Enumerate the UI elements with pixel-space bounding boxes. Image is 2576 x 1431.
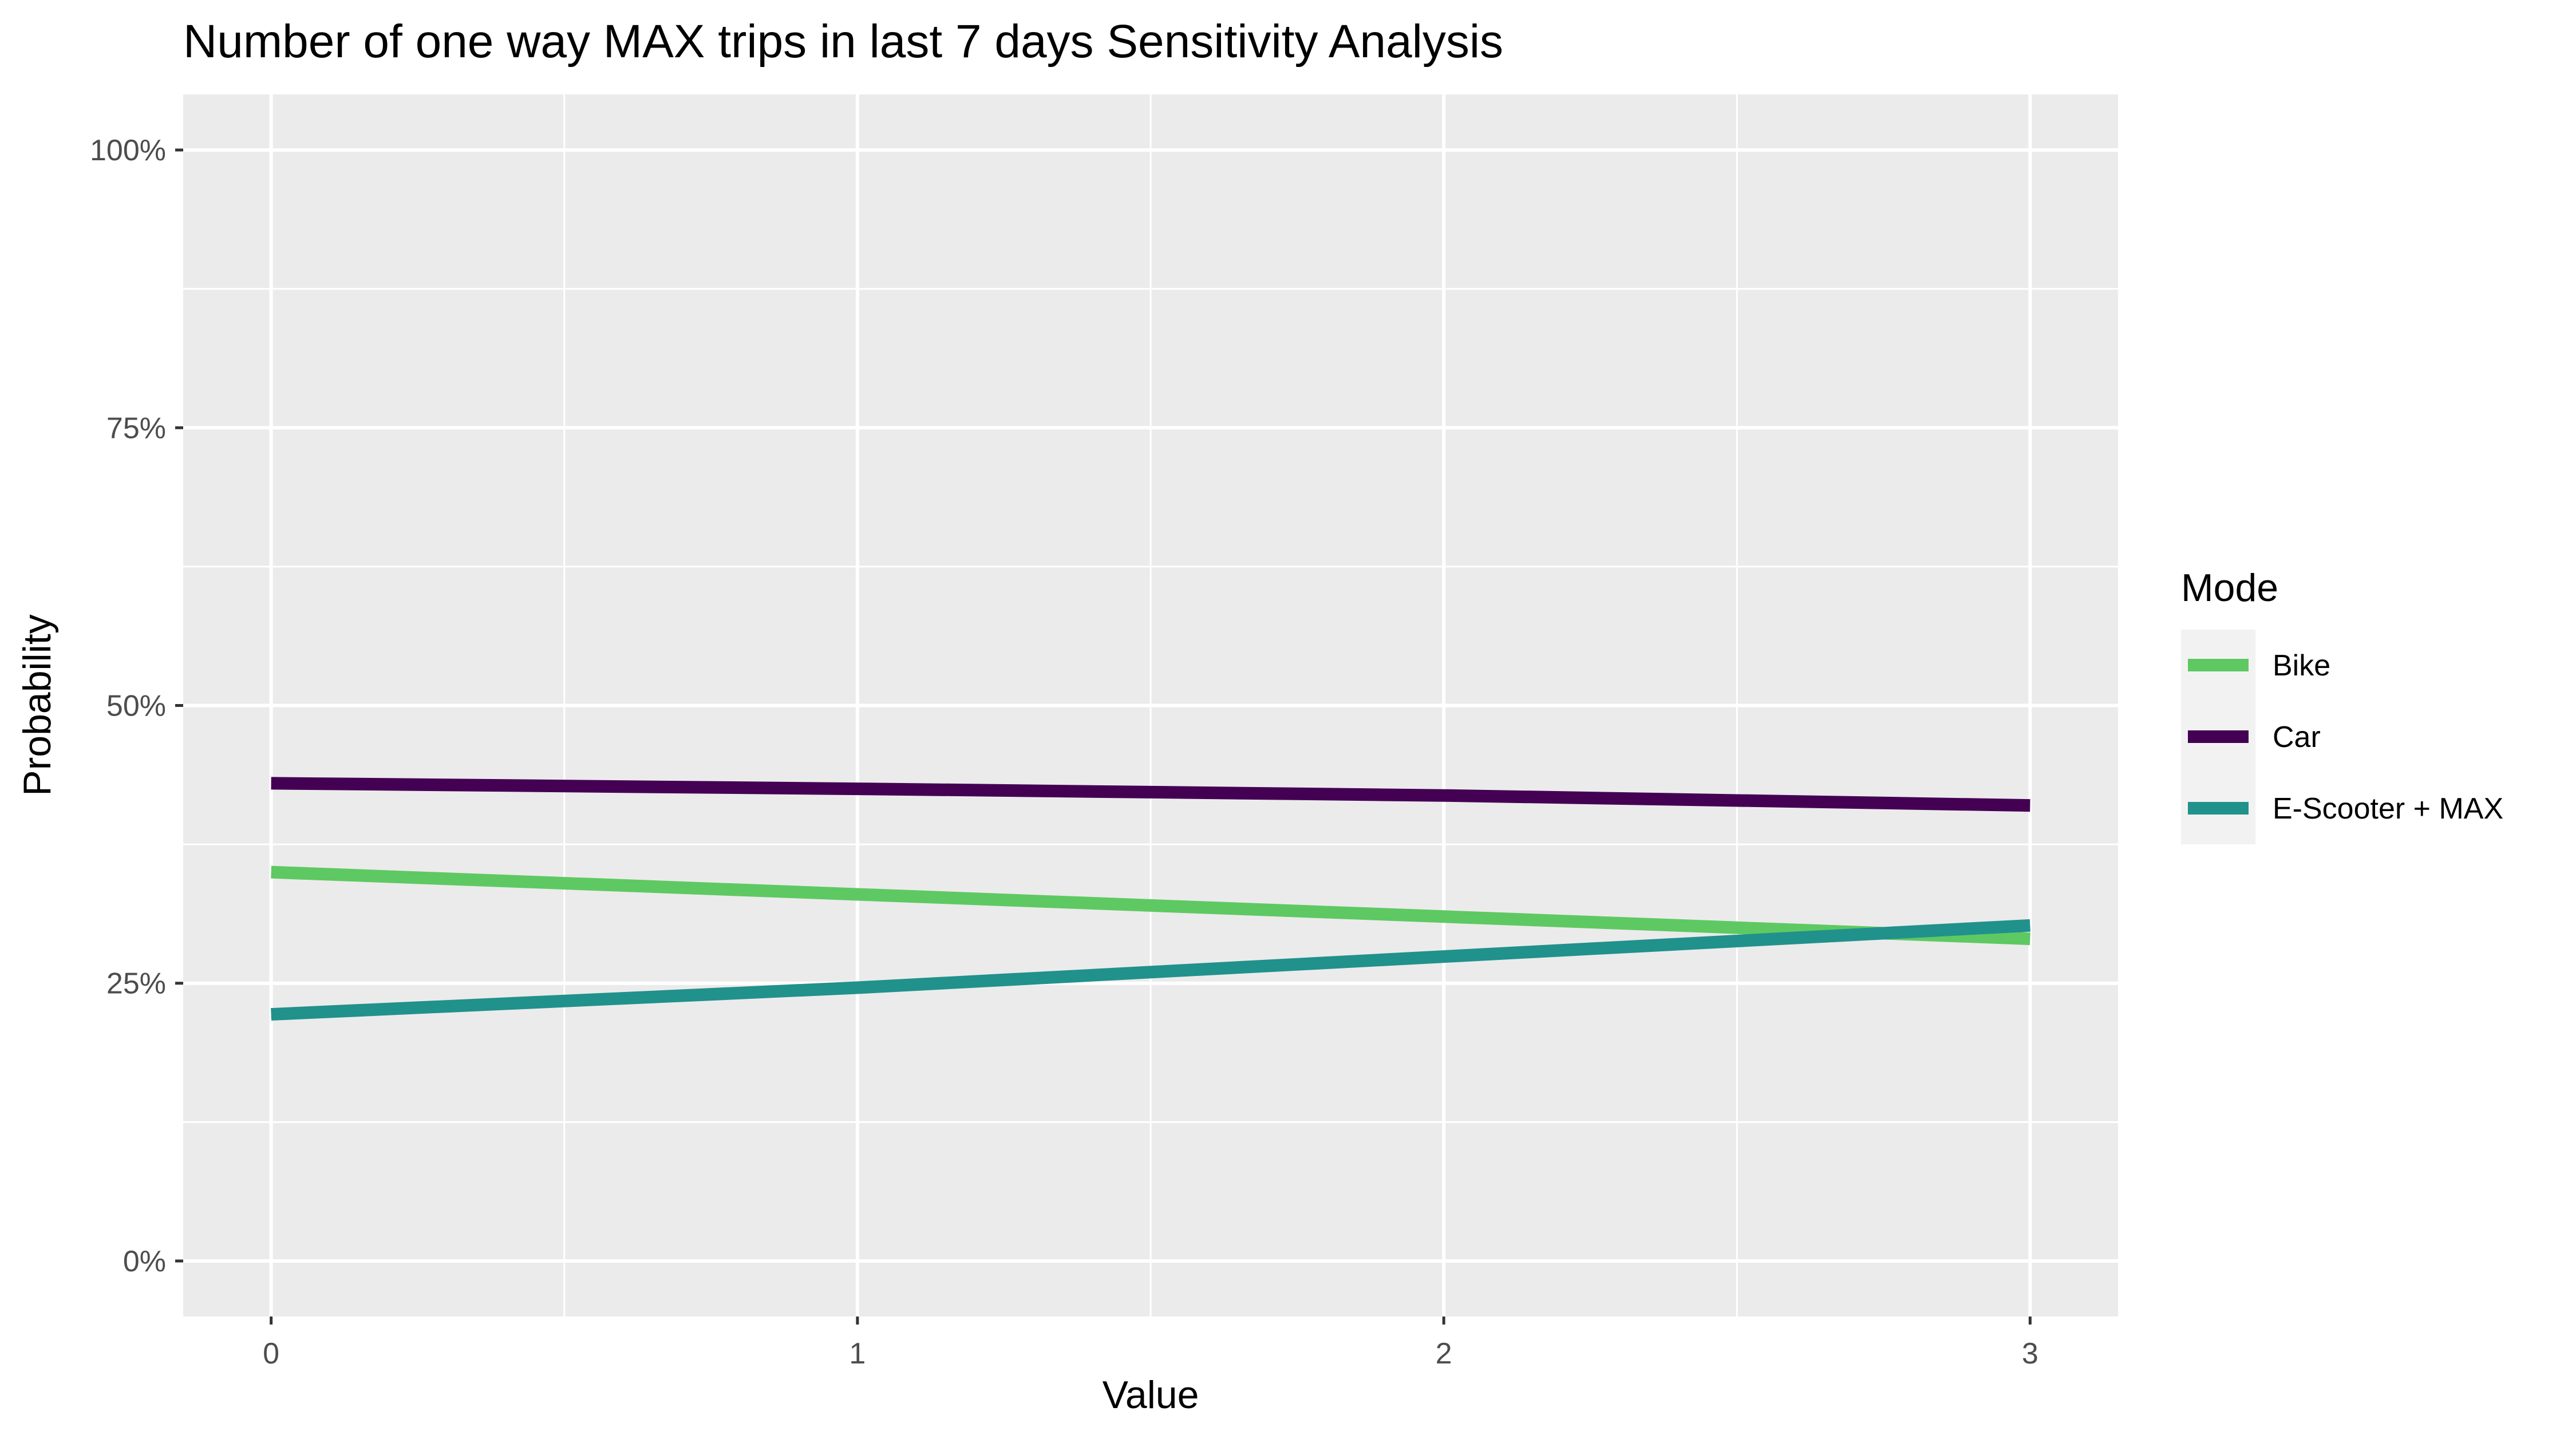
series-lines xyxy=(271,777,2030,1021)
y-tick-label: 100% xyxy=(90,134,166,167)
legend-items: Bike Car E-Scooter + MAX xyxy=(2188,649,2503,825)
x-axis-title: Value xyxy=(1103,1373,1199,1417)
x-tick-label: 1 xyxy=(849,1337,866,1370)
x-tick-label: 3 xyxy=(2022,1337,2038,1370)
legend: Mode Bike Car E-Scooter + MAX xyxy=(2181,566,2503,844)
y-axis: 0% 25% 50% 75% 100% xyxy=(90,134,183,1278)
legend-title: Mode xyxy=(2181,566,2278,610)
x-tick-label: 2 xyxy=(1436,1337,1452,1370)
series-line-e-scooter-max xyxy=(271,919,2030,1021)
legend-label-bike: Bike xyxy=(2273,649,2330,682)
y-tick-label: 25% xyxy=(106,967,166,1001)
y-tick-label: 50% xyxy=(106,690,166,723)
gridlines xyxy=(183,94,2118,1317)
y-tick-label: 75% xyxy=(106,412,166,445)
y-tick-label: 0% xyxy=(123,1245,166,1278)
series-line-car xyxy=(271,777,2030,812)
y-axis-title: Probability xyxy=(15,614,59,796)
series-line-bike xyxy=(271,865,2030,946)
x-axis: 0 1 2 3 xyxy=(263,1317,2038,1370)
legend-label-car: Car xyxy=(2273,721,2321,754)
x-tick-label: 0 xyxy=(263,1337,279,1370)
legend-label-e-scooter-max: E-Scooter + MAX xyxy=(2273,792,2503,825)
chart-title: Number of one way MAX trips in last 7 da… xyxy=(183,15,1503,68)
